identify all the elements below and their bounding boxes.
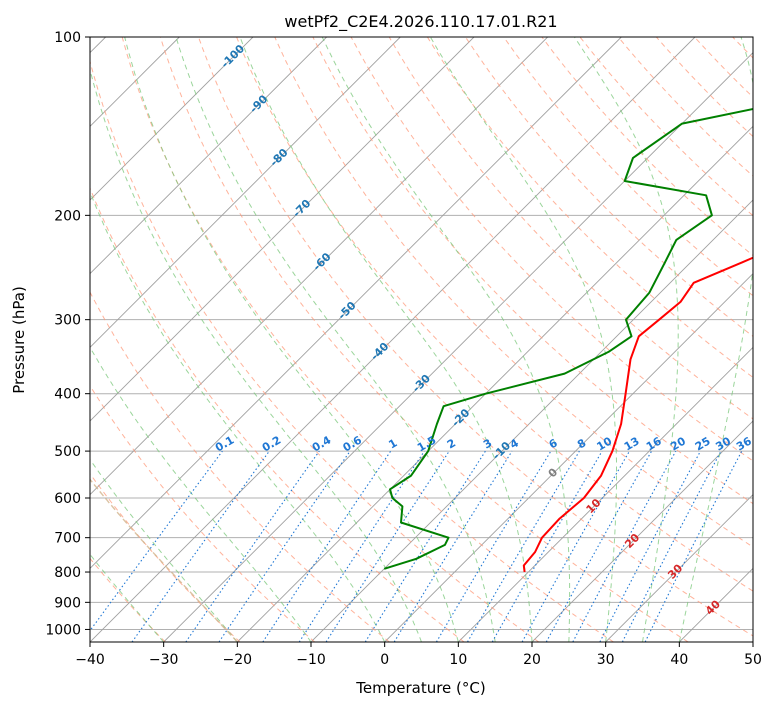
background-lines [90, 37, 753, 642]
chart-title: wetPf2_C2E4.2026.110.17.01.R21 [284, 12, 557, 32]
isotherm [384, 273, 753, 642]
wet-bulb-curve [90, 478, 238, 642]
y-tick-label: 800 [54, 565, 81, 581]
temperature-profile-line [522, 256, 753, 573]
moist-adiabat [239, 37, 533, 642]
dry-adiabat [236, 37, 753, 592]
y-tick-label: 200 [54, 208, 81, 224]
y-tick-label: 700 [54, 531, 81, 547]
isotherm [90, 37, 622, 569]
y-tick-label: 600 [54, 491, 81, 507]
plot-frame [89, 36, 754, 643]
dewpoint-profile-line [383, 107, 753, 570]
pressure-gridlines [90, 36, 753, 630]
isotherm [310, 199, 753, 642]
dry-adiabat [198, 37, 753, 637]
dry-adiabat [426, 37, 753, 379]
mixing-ratio-line [393, 450, 513, 642]
dry-adiabat [350, 37, 753, 462]
dry-adiabat [90, 59, 540, 642]
x-tick-label: 50 [744, 652, 762, 668]
y-tick-label: 900 [54, 595, 81, 611]
mixing-ratio-line [131, 450, 270, 642]
dry-adiabat [90, 384, 316, 642]
mixing-ratio-line [521, 450, 630, 642]
y-axis-label: Pressure (hPa) [10, 286, 28, 394]
dry-adiabat [388, 37, 753, 420]
mixing-ratio-line [185, 450, 320, 642]
mixing-ratio-line [90, 450, 223, 632]
x-axis-label: Temperature (°C) [355, 679, 485, 697]
isotherm [458, 346, 753, 642]
x-tick-label: 10 [449, 652, 467, 668]
x-tick-label: 40 [670, 652, 688, 668]
mixing-ratio-line [218, 450, 351, 642]
isotherm [90, 37, 327, 275]
isotherm [90, 37, 696, 642]
moist-adiabat [90, 553, 165, 642]
dry-adiabat [159, 37, 689, 642]
y-tick-label: 100 [54, 30, 81, 46]
isotherm [90, 37, 254, 201]
moist-adiabat [321, 37, 571, 642]
mixing-ratio-line [572, 450, 677, 642]
isotherm [90, 37, 475, 422]
isotherm [531, 420, 753, 642]
mixing-ratio-line [545, 450, 653, 642]
y-tick-label: 500 [54, 444, 81, 460]
moist-adiabat [90, 67, 422, 642]
y-tick-label: 300 [54, 313, 81, 329]
mixing-ratio-line [298, 450, 425, 642]
x-tick-label: −30 [149, 652, 179, 668]
mixing-ratio-line [644, 450, 743, 642]
x-tick-label: −10 [296, 652, 326, 668]
profile-series [383, 107, 753, 573]
x-tick-label: 30 [597, 652, 615, 668]
dry-adiabat [90, 186, 465, 642]
moist-adiabat [90, 346, 312, 642]
x-tick-label: 20 [523, 652, 541, 668]
moist-adiabat [90, 190, 386, 642]
isotherm [90, 37, 401, 348]
x-tick-label: −20 [223, 652, 253, 668]
mixing-ratio-line [262, 450, 392, 642]
moist-adiabat [124, 37, 459, 642]
x-tick-label: 0 [380, 652, 389, 668]
dry-adiabat [274, 37, 753, 548]
moist-adiabat [175, 37, 496, 642]
isotherm [237, 125, 753, 642]
isotherm [90, 37, 548, 496]
moist-adiabat [90, 458, 238, 642]
isotherm [163, 52, 753, 642]
mixing-ratio-line [325, 450, 450, 642]
x-tick-label: −40 [75, 652, 105, 668]
isotherm [605, 494, 753, 642]
y-tick-label: 400 [54, 387, 81, 403]
y-tick-label: 1000 [45, 622, 81, 638]
moist-adiabat [573, 37, 679, 642]
moist-adiabat [429, 37, 617, 642]
